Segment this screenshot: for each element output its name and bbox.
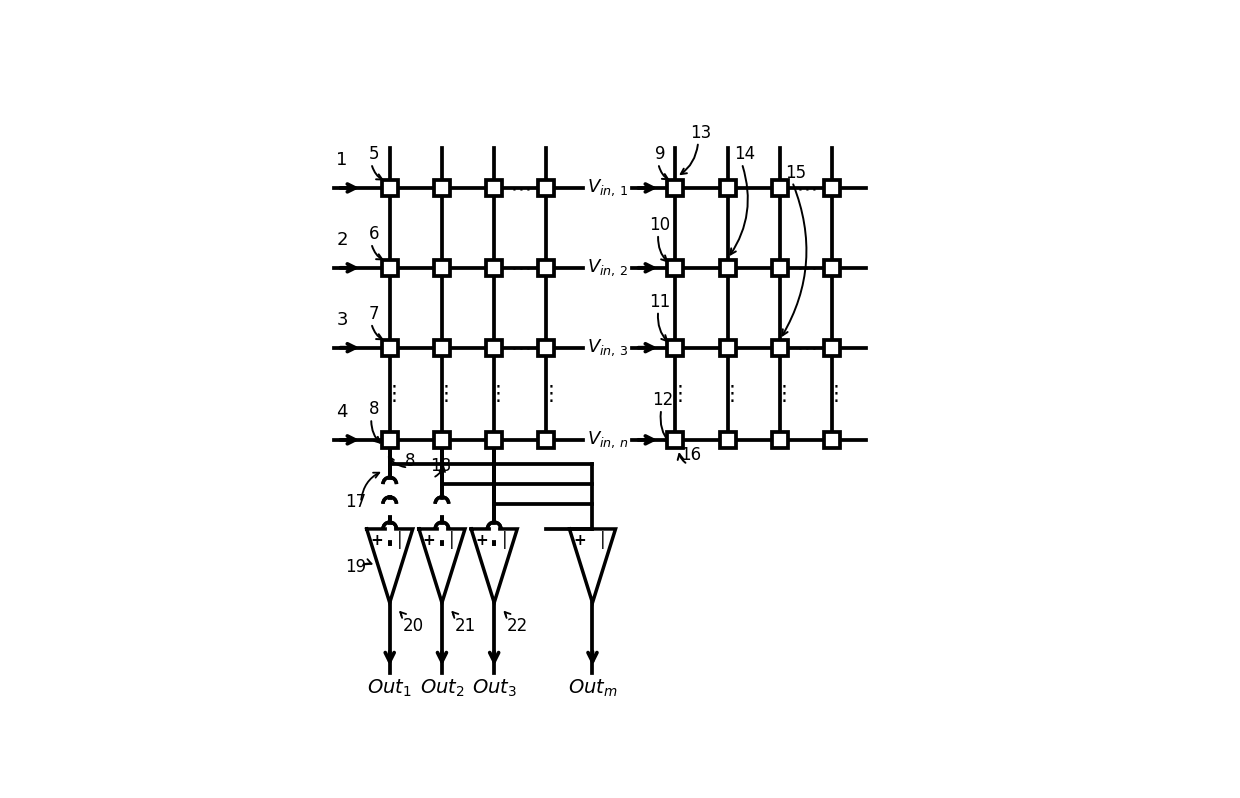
- Text: $\vdots$: $\vdots$: [668, 383, 682, 405]
- Text: $V_{in,\,1}$: $V_{in,\,1}$: [587, 178, 629, 198]
- Text: 11: 11: [650, 293, 671, 310]
- Text: 3: 3: [336, 311, 347, 329]
- Text: 6: 6: [370, 225, 379, 243]
- Bar: [434, 180, 450, 196]
- Text: |: |: [397, 531, 403, 549]
- Bar: [382, 432, 398, 448]
- Bar: [667, 432, 683, 448]
- Bar: [486, 432, 502, 448]
- Text: 20: 20: [403, 617, 424, 635]
- Bar: [667, 260, 683, 276]
- Bar: [719, 340, 735, 356]
- Text: +: +: [573, 532, 587, 547]
- Bar: [538, 180, 554, 196]
- Text: +: +: [423, 532, 435, 547]
- Text: $V_{in,\,3}$: $V_{in,\,3}$: [587, 338, 629, 358]
- Bar: [486, 260, 502, 276]
- Bar: [825, 340, 841, 356]
- Text: 18: 18: [429, 456, 451, 475]
- Text: 1: 1: [336, 152, 347, 169]
- Bar: [538, 432, 554, 448]
- Text: 5: 5: [370, 145, 379, 163]
- Text: $\vdots$: $\vdots$: [487, 383, 501, 405]
- Text: $\cdots$: $\cdots$: [510, 338, 531, 358]
- Bar: [773, 432, 787, 448]
- Text: 22: 22: [507, 617, 528, 635]
- Text: 14: 14: [734, 145, 755, 163]
- Text: $\vdots$: $\vdots$: [774, 383, 786, 405]
- Bar: [667, 180, 683, 196]
- Text: $Out_2$: $Out_2$: [419, 678, 464, 699]
- Text: $Out_m$: $Out_m$: [568, 678, 618, 699]
- Text: |: |: [501, 531, 507, 549]
- Bar: [667, 340, 683, 356]
- Text: $Out_3$: $Out_3$: [471, 678, 517, 699]
- Bar: [382, 340, 398, 356]
- Text: 8: 8: [405, 452, 415, 470]
- Text: 19: 19: [346, 558, 367, 576]
- Bar: [538, 340, 554, 356]
- Text: 21: 21: [455, 617, 476, 635]
- Text: 12: 12: [652, 391, 673, 409]
- Bar: [434, 260, 450, 276]
- Text: |: |: [449, 531, 455, 549]
- Bar: [825, 432, 841, 448]
- Text: $\vdots$: $\vdots$: [720, 383, 734, 405]
- Text: 9: 9: [655, 145, 666, 163]
- Text: $\vdots$: $\vdots$: [826, 383, 839, 405]
- Bar: [825, 260, 841, 276]
- Bar: [538, 260, 554, 276]
- Bar: [825, 180, 841, 196]
- Bar: [719, 180, 735, 196]
- Text: 17: 17: [346, 493, 367, 512]
- Bar: [773, 260, 787, 276]
- Text: 10: 10: [650, 215, 671, 234]
- Text: $\cdots$: $\cdots$: [510, 178, 531, 198]
- Text: 2: 2: [336, 231, 347, 249]
- Text: 8: 8: [370, 400, 379, 418]
- Text: 4: 4: [336, 403, 347, 421]
- Text: +: +: [475, 532, 487, 547]
- Bar: [434, 340, 450, 356]
- Text: $\cdots$: $\cdots$: [796, 258, 816, 278]
- Bar: [382, 180, 398, 196]
- Text: 7: 7: [370, 305, 379, 323]
- Text: 13: 13: [691, 124, 712, 141]
- Text: $\vdots$: $\vdots$: [383, 383, 397, 405]
- Text: $\cdots$: $\cdots$: [510, 258, 531, 278]
- Bar: [486, 180, 502, 196]
- Text: $\vdots$: $\vdots$: [435, 383, 449, 405]
- Bar: [382, 260, 398, 276]
- Bar: [486, 340, 502, 356]
- Text: +: +: [371, 532, 383, 547]
- Text: $\cdots$: $\cdots$: [796, 338, 816, 358]
- Text: $Out_1$: $Out_1$: [367, 678, 412, 699]
- Bar: [434, 432, 450, 448]
- Bar: [719, 260, 735, 276]
- Text: $V_{in,\,n}$: $V_{in,\,n}$: [587, 429, 629, 450]
- Text: $V_{in,\,2}$: $V_{in,\,2}$: [587, 258, 629, 279]
- Bar: [773, 340, 787, 356]
- Bar: [719, 432, 735, 448]
- Text: $\cdots$: $\cdots$: [796, 178, 816, 198]
- Bar: [773, 180, 787, 196]
- Text: 15: 15: [785, 164, 806, 182]
- Text: |: |: [600, 531, 605, 549]
- Text: 16: 16: [681, 446, 702, 464]
- Text: $\vdots$: $\vdots$: [539, 383, 553, 405]
